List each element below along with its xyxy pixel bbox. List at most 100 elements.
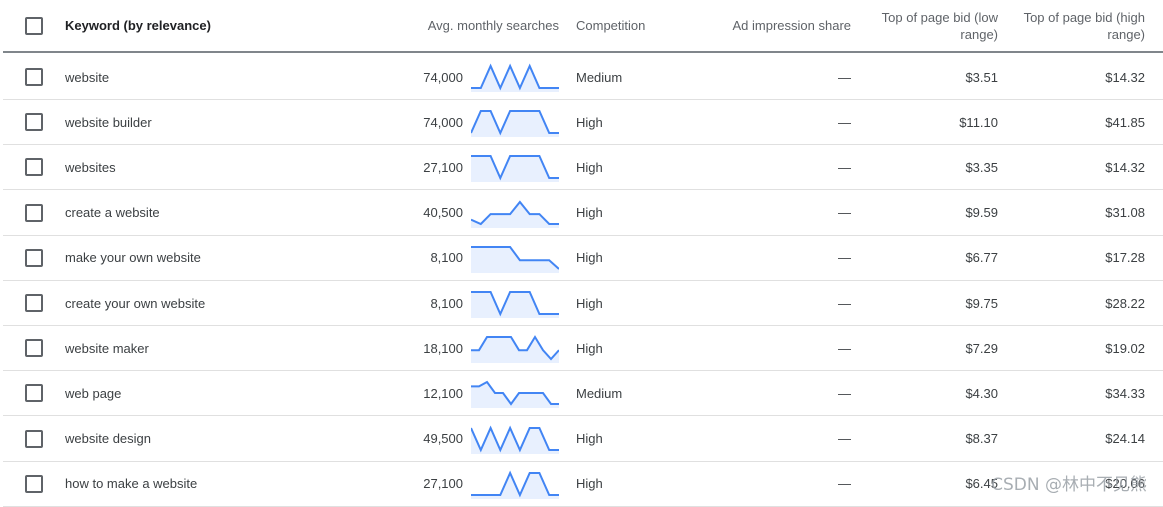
ad-impression-share-cell: — [838, 205, 851, 221]
avg-monthly-searches-cell: 8,100 [430, 250, 463, 266]
sparkline-area [471, 246, 559, 273]
bid-high-cell: $31.08 [1105, 205, 1145, 221]
trend-sparkline [471, 462, 559, 506]
table-row[interactable]: how to make a website 27,100 High — $6.45 $20… [3, 462, 1163, 507]
sparkline-line [471, 470, 559, 498]
column-header-bid-low[interactable]: Top of page bid (low range) [881, 9, 998, 42]
ad-impression-share-cell: — [838, 385, 851, 401]
ad-impression-share-cell: — [838, 114, 851, 130]
row-checkbox[interactable] [25, 68, 43, 86]
sparkline-svg [471, 291, 559, 318]
bid-low-cell: $3.35 [965, 159, 998, 175]
keyword-cell: how to make a website [65, 476, 198, 492]
avg-monthly-searches-cell: 12,100 [423, 385, 463, 401]
column-header-keyword[interactable]: Keyword (by relevance) [65, 18, 211, 33]
avg-monthly-searches-cell: 74,000 [423, 114, 463, 130]
bid-low-cell: $11.10 [959, 114, 998, 130]
column-header-ad-impression-share[interactable]: Ad impression share [732, 18, 852, 33]
column-header-bid-high[interactable]: Top of page bid (high range) [1023, 9, 1145, 42]
sparkline-area [471, 337, 559, 364]
ad-impression-share-cell: — [838, 69, 851, 85]
bid-high-cell: $20.06 [1105, 476, 1145, 492]
table-row[interactable]: website 74,000 Medium — $3.51 $14.32 [3, 55, 1163, 100]
ad-impression-share-cell: — [838, 340, 851, 356]
avg-monthly-searches-cell: 27,100 [423, 159, 463, 175]
sparkline-svg [471, 470, 559, 499]
keyword-cell: web page [65, 385, 122, 401]
bid-high-cell: $14.32 [1105, 69, 1145, 85]
competition-cell: High [576, 295, 603, 311]
row-checkbox[interactable] [25, 384, 43, 403]
competition-cell: High [576, 205, 603, 221]
bid-high-cell: $28.22 [1105, 295, 1145, 311]
avg-monthly-searches-cell: 18,100 [423, 340, 463, 356]
competition-cell: High [576, 159, 603, 175]
sparkline-line [471, 200, 559, 225]
sparkline-line [471, 155, 559, 181]
sparkline-line [471, 110, 559, 136]
sparkline-line [471, 381, 559, 407]
row-checkbox[interactable] [25, 248, 43, 267]
row-checkbox[interactable] [25, 113, 43, 132]
keyword-cell: create your own website [65, 295, 206, 311]
competition-cell: High [576, 340, 603, 356]
bid-low-cell: $6.77 [965, 250, 998, 266]
table-row[interactable]: website builder 74,000 High — $11.10 $41.85 [3, 100, 1163, 146]
trend-sparkline [471, 236, 559, 280]
bid-high-cell: $19.02 [1105, 340, 1145, 356]
table-row[interactable]: website maker 18,100 High — $7.29 $19.02 [3, 326, 1163, 372]
ad-impression-share-cell: — [838, 159, 851, 175]
keyword-cell: create a website [65, 205, 160, 221]
trend-sparkline [471, 371, 559, 415]
row-checkbox[interactable] [25, 474, 43, 493]
avg-monthly-searches-cell: 8,100 [430, 295, 463, 311]
trend-sparkline [471, 100, 559, 144]
competition-cell: High [576, 476, 603, 492]
trend-sparkline [471, 417, 559, 461]
table-row[interactable]: web page 12,100 Medium — $4.30 $34.33 [3, 371, 1163, 417]
sparkline-svg [471, 381, 559, 409]
competition-cell: Medium [576, 69, 623, 85]
table-row[interactable]: website design 49,500 High — $8.37 $24.14 [3, 417, 1163, 462]
ad-impression-share-cell: — [838, 476, 851, 492]
row-checkbox[interactable] [25, 294, 43, 312]
row-checkbox[interactable] [25, 339, 43, 358]
bid-low-cell: $9.59 [965, 205, 998, 221]
sparkline-line [471, 291, 559, 317]
avg-monthly-searches-cell: 74,000 [423, 69, 463, 85]
trend-sparkline [471, 191, 559, 235]
table-header: Keyword (by relevance) Avg. monthly sear… [3, 0, 1163, 53]
keyword-cell: websites [65, 159, 116, 175]
row-checkbox[interactable] [25, 203, 43, 222]
table-row[interactable]: create a website 40,500 High — $9.59 $31.08 [3, 191, 1163, 236]
avg-monthly-searches-cell: 40,500 [423, 205, 463, 221]
keyword-cell: website design [65, 431, 151, 447]
bid-high-cell: $14.32 [1105, 159, 1145, 175]
sparkline-svg [471, 425, 559, 454]
bid-low-cell: $4.30 [965, 385, 998, 401]
row-checkbox[interactable] [25, 158, 43, 177]
sparkline-line [471, 63, 559, 91]
trend-sparkline [471, 281, 559, 325]
table-row[interactable]: make your own website 8,100 High — $6.77 $17.… [3, 236, 1163, 281]
column-header-competition[interactable]: Competition [576, 18, 646, 33]
bid-low-cell: $9.75 [965, 295, 998, 311]
row-checkbox[interactable] [25, 429, 43, 448]
competition-cell: High [576, 250, 603, 266]
sparkline-area [471, 201, 559, 228]
trend-sparkline [471, 55, 559, 99]
bid-high-cell: $34.33 [1105, 385, 1145, 401]
keyword-cell: website [65, 69, 110, 85]
table-row[interactable]: websites 27,100 High — $3.35 $14.32 [3, 145, 1163, 191]
select-all-checkbox[interactable] [25, 16, 43, 35]
sparkline-line [471, 245, 559, 270]
sparkline-svg [471, 155, 559, 183]
ad-impression-share-cell: — [838, 431, 851, 447]
column-header-avg-monthly-searches[interactable]: Avg. monthly searches [427, 18, 559, 33]
sparkline-line [471, 425, 559, 453]
competition-cell: Medium [576, 385, 623, 401]
bid-high-cell: $41.85 [1105, 114, 1145, 130]
bid-low-cell: $3.51 [965, 69, 998, 85]
table-row[interactable]: create your own website 8,100 High — $9.75 $2… [3, 281, 1163, 326]
bid-low-cell: $6.45 [965, 476, 998, 492]
